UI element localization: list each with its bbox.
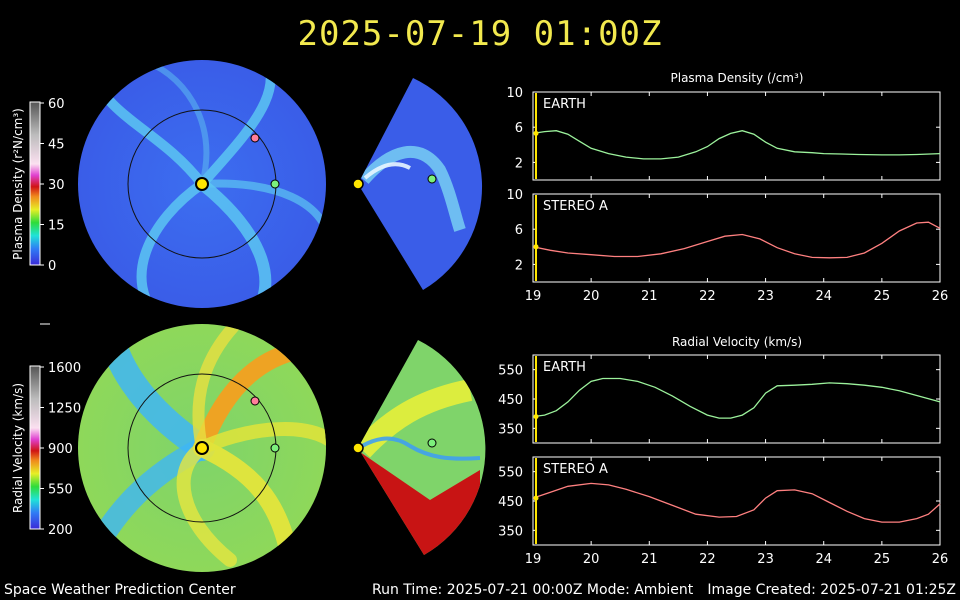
density-chart-title: Plasma Density (/cm³) [671,71,804,85]
velocity-stereo-a-current-value-dot [533,495,539,501]
velocity-timeseries: 350 450 550 EARTH 350 450 550 19 20 21 22 23 24 25 26 S… [498,354,949,567]
velocity-colorbar [29,365,41,530]
density-colorbar-ticks: 60 45 30 15 0 [40,97,65,274]
sun-marker [195,177,209,191]
density-colorbar-tick-label: 0 [48,259,56,274]
density-stereo-a-x-tick-label: 24 [815,289,832,304]
density-stereo-a-series-line [532,221,941,259]
velocity-stereo-a-series-line [532,482,941,523]
velocity-earth-y-tick-label: 350 [498,422,523,437]
footer-image-created: Image Created: 2025-07-21 01:25Z [707,582,956,598]
sun-marker-velocity [195,441,209,455]
earth-marker [270,179,280,189]
density-earth-y-tick-label: 2 [515,156,523,171]
velocity-colorbar-tick-label: 900 [48,442,73,457]
density-stereo-a-x-tick-label: 22 [699,289,716,304]
velocity-earth-panel-frame [532,354,941,444]
density-stereo-a-current-value-dot [533,244,539,250]
density-earth-series-line [532,130,941,160]
earth-marker-wedge [427,174,437,184]
velocity-stereo-a-y-tick-label: 550 [498,466,523,481]
velocity-stereo-a-panel-name: STEREO A [543,462,608,477]
density-stereo-a-x-tick-label: 25 [874,289,891,304]
velocity-stereo-a-x-tick-label: 19 [525,552,542,567]
density-stereo-a-y-tick-label: 10 [506,188,523,203]
velocity-stereo-a-x-tick-label: 21 [641,552,658,567]
velocity-colorbar-tick-label: 1250 [48,402,81,417]
velocity-colorbar-tick-label: 200 [48,523,73,538]
velocity-stereo-a-x-tick-label: 24 [815,552,832,567]
density-colorbar-tick-label: 30 [48,178,65,193]
earth-marker-wedge-velocity [427,438,437,448]
velocity-stereo-a-x-tick-label: 25 [874,552,891,567]
velocity-stereo-a-y-tick-label: 450 [498,495,523,510]
density-stereo-a-y-tick-label: 6 [515,223,523,238]
density-stereo-a-panel-frame [532,193,941,283]
density-stereo-a-y-tick-label: 2 [515,258,523,273]
velocity-earth-series-line [532,377,941,419]
density-colorbar-tick-label: 60 [48,97,65,112]
velocity-colorbar-label: Radial Velocity (km/s) [11,383,25,513]
velocity-colorbar-tick-label: 1600 [48,361,81,376]
density-earth-y-tick-label: 10 [506,86,523,101]
page-title: 2025-07-19 01:00Z [297,14,663,54]
velocity-earth-panel-name: EARTH [543,360,586,375]
velocity-meridional-wedge [358,340,486,555]
velocity-stereo-a-x-tick-label: 26 [932,552,949,567]
velocity-earth-current-value-dot [533,414,539,420]
density-stereo-a-x-tick-label: 21 [641,289,658,304]
velocity-colorbar-ticks: 1600 1250 900 550 200 [40,361,81,538]
footer-organization: Space Weather Prediction Center [4,582,236,598]
density-stereo-a-x-tick-label: 20 [583,289,600,304]
velocity-stereo-a-y-tick-label: 350 [498,524,523,539]
density-stereo-a-x-tick-label: 23 [757,289,774,304]
stereo-a-marker [250,133,260,143]
earth-marker-velocity [270,443,280,453]
density-earth-panel-frame [532,91,941,181]
density-colorbar-tick-label: 15 [48,219,65,234]
density-earth-current-value-dot [533,130,539,136]
velocity-stereo-a-x-tick-label: 20 [583,552,600,567]
density-earth-y-tick-label: 6 [515,121,523,136]
density-colorbar-label: Plasma Density (r²N/cm³) [11,108,25,260]
velocity-stereo-a-x-tick-label: 23 [757,552,774,567]
velocity-colorbar-tick-label: 550 [48,483,73,498]
density-colorbar-tick-label: 45 [48,138,65,153]
sun-marker-wedge-velocity [352,442,364,454]
density-stereo-a-x-tick-label: 26 [932,289,949,304]
velocity-chart-title: Radial Velocity (km/s) [672,335,802,349]
velocity-earth-y-tick-label: 550 [498,364,523,379]
density-earth-panel-name: EARTH [543,97,586,112]
density-stereo-a-panel-name: STEREO A [543,199,608,214]
stereo-a-marker-velocity [250,396,260,406]
sun-marker-wedge [352,178,364,190]
velocity-earth-y-tick-label: 450 [498,393,523,408]
density-stereo-a-x-tick-label: 19 [525,289,542,304]
density-meridional-wedge [358,78,483,290]
density-colorbar [29,101,41,266]
velocity-stereo-a-x-tick-label: 22 [699,552,716,567]
footer-run-time: Run Time: 2025-07-21 00:00Z Mode: Ambien… [372,582,694,598]
